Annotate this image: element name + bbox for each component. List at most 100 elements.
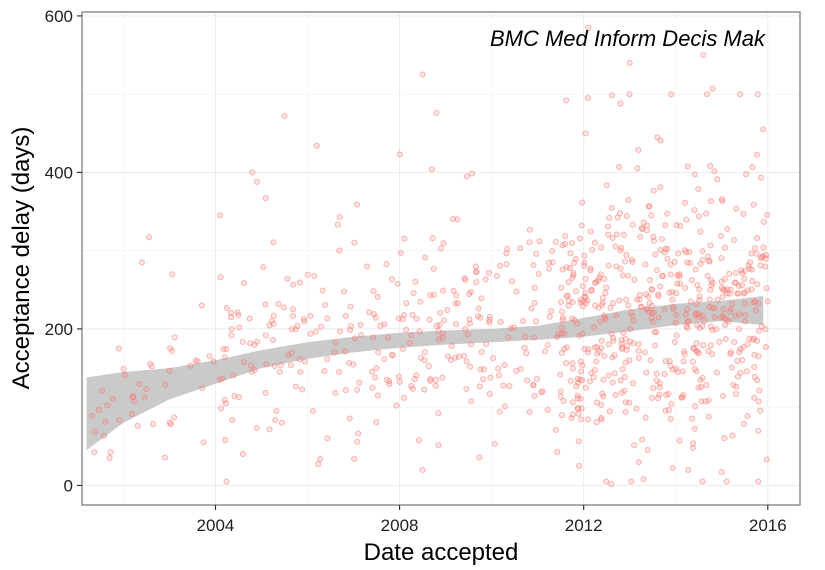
- data-point: [558, 324, 565, 331]
- data-point: [763, 456, 770, 463]
- data-point: [109, 395, 116, 402]
- data-point: [661, 370, 668, 378]
- data-point: [412, 278, 419, 285]
- data-point: [346, 359, 353, 367]
- data-point: [508, 278, 516, 285]
- data-point: [530, 382, 537, 389]
- data-point: [222, 436, 229, 444]
- data-point: [599, 301, 606, 309]
- data-point: [340, 288, 348, 295]
- data-point: [138, 259, 145, 266]
- data-point: [450, 287, 457, 294]
- data-point: [734, 290, 741, 297]
- data-point: [622, 408, 629, 416]
- data-point: [741, 267, 748, 274]
- data-point: [750, 201, 757, 208]
- data-point: [473, 279, 480, 286]
- data-point: [285, 352, 292, 359]
- data-point: [399, 345, 406, 353]
- data-point: [410, 289, 417, 297]
- data-point: [266, 322, 273, 329]
- data-point: [746, 335, 753, 342]
- data-point: [594, 350, 601, 357]
- data-point: [681, 199, 688, 206]
- data-point: [603, 478, 610, 485]
- data-point: [706, 258, 713, 265]
- data-point: [422, 254, 429, 261]
- data-point: [593, 279, 600, 286]
- data-point: [657, 247, 664, 254]
- data-point: [578, 368, 585, 375]
- data-point: [699, 374, 706, 381]
- data-point: [432, 382, 439, 389]
- data-point: [370, 334, 377, 341]
- data-point: [650, 237, 658, 244]
- data-point: [534, 375, 541, 382]
- data-point: [676, 271, 683, 278]
- data-point: [647, 276, 654, 284]
- data-point: [756, 327, 763, 334]
- data-point: [696, 297, 703, 304]
- data-point: [626, 91, 633, 98]
- data-point: [709, 351, 716, 358]
- data-point: [593, 358, 600, 365]
- data-point: [675, 250, 682, 257]
- data-point: [705, 397, 712, 404]
- data-point: [354, 438, 361, 445]
- data-point: [234, 309, 241, 316]
- data-point: [336, 213, 343, 221]
- data-point: [395, 373, 402, 380]
- data-point: [664, 210, 671, 217]
- data-point: [667, 362, 674, 369]
- data-point: [601, 275, 608, 283]
- data-point: [317, 456, 324, 463]
- data-point: [171, 334, 178, 341]
- data-point: [444, 353, 451, 360]
- data-point: [723, 290, 731, 297]
- data-point: [454, 216, 461, 223]
- data-point: [129, 393, 136, 400]
- data-point: [655, 314, 662, 321]
- data-point: [513, 288, 520, 295]
- data-point: [419, 71, 426, 78]
- data-point: [622, 335, 629, 342]
- data-point: [602, 314, 609, 321]
- data-point: [501, 362, 508, 369]
- data-point: [334, 221, 341, 228]
- data-point: [569, 399, 576, 406]
- data-point: [557, 298, 564, 306]
- data-point: [483, 340, 490, 348]
- data-point: [707, 323, 714, 330]
- data-point: [169, 347, 176, 354]
- data-point: [447, 356, 455, 364]
- data-point: [720, 306, 727, 313]
- data-point: [370, 288, 377, 295]
- data-point: [463, 358, 470, 365]
- data-point: [332, 389, 339, 396]
- data-point: [719, 393, 726, 400]
- data-point: [593, 399, 601, 406]
- data-point: [653, 370, 660, 377]
- y-tick-label: 200: [45, 320, 73, 339]
- data-point: [619, 366, 626, 373]
- data-point: [270, 239, 277, 246]
- data-point: [129, 411, 136, 418]
- data-point: [718, 196, 725, 203]
- data-point: [653, 377, 660, 384]
- data-point: [662, 358, 669, 365]
- data-point: [622, 359, 629, 366]
- data-point: [700, 342, 707, 349]
- data-point: [569, 274, 576, 281]
- data-point: [300, 315, 307, 323]
- data-point: [373, 419, 380, 426]
- data-point: [693, 340, 700, 347]
- data-point: [730, 236, 738, 244]
- data-point: [625, 197, 632, 204]
- data-point: [694, 281, 701, 289]
- data-point: [262, 301, 269, 308]
- data-point: [324, 315, 331, 322]
- data-point: [709, 304, 716, 312]
- data-point: [585, 24, 592, 31]
- data-point: [653, 329, 660, 336]
- data-point: [762, 263, 769, 270]
